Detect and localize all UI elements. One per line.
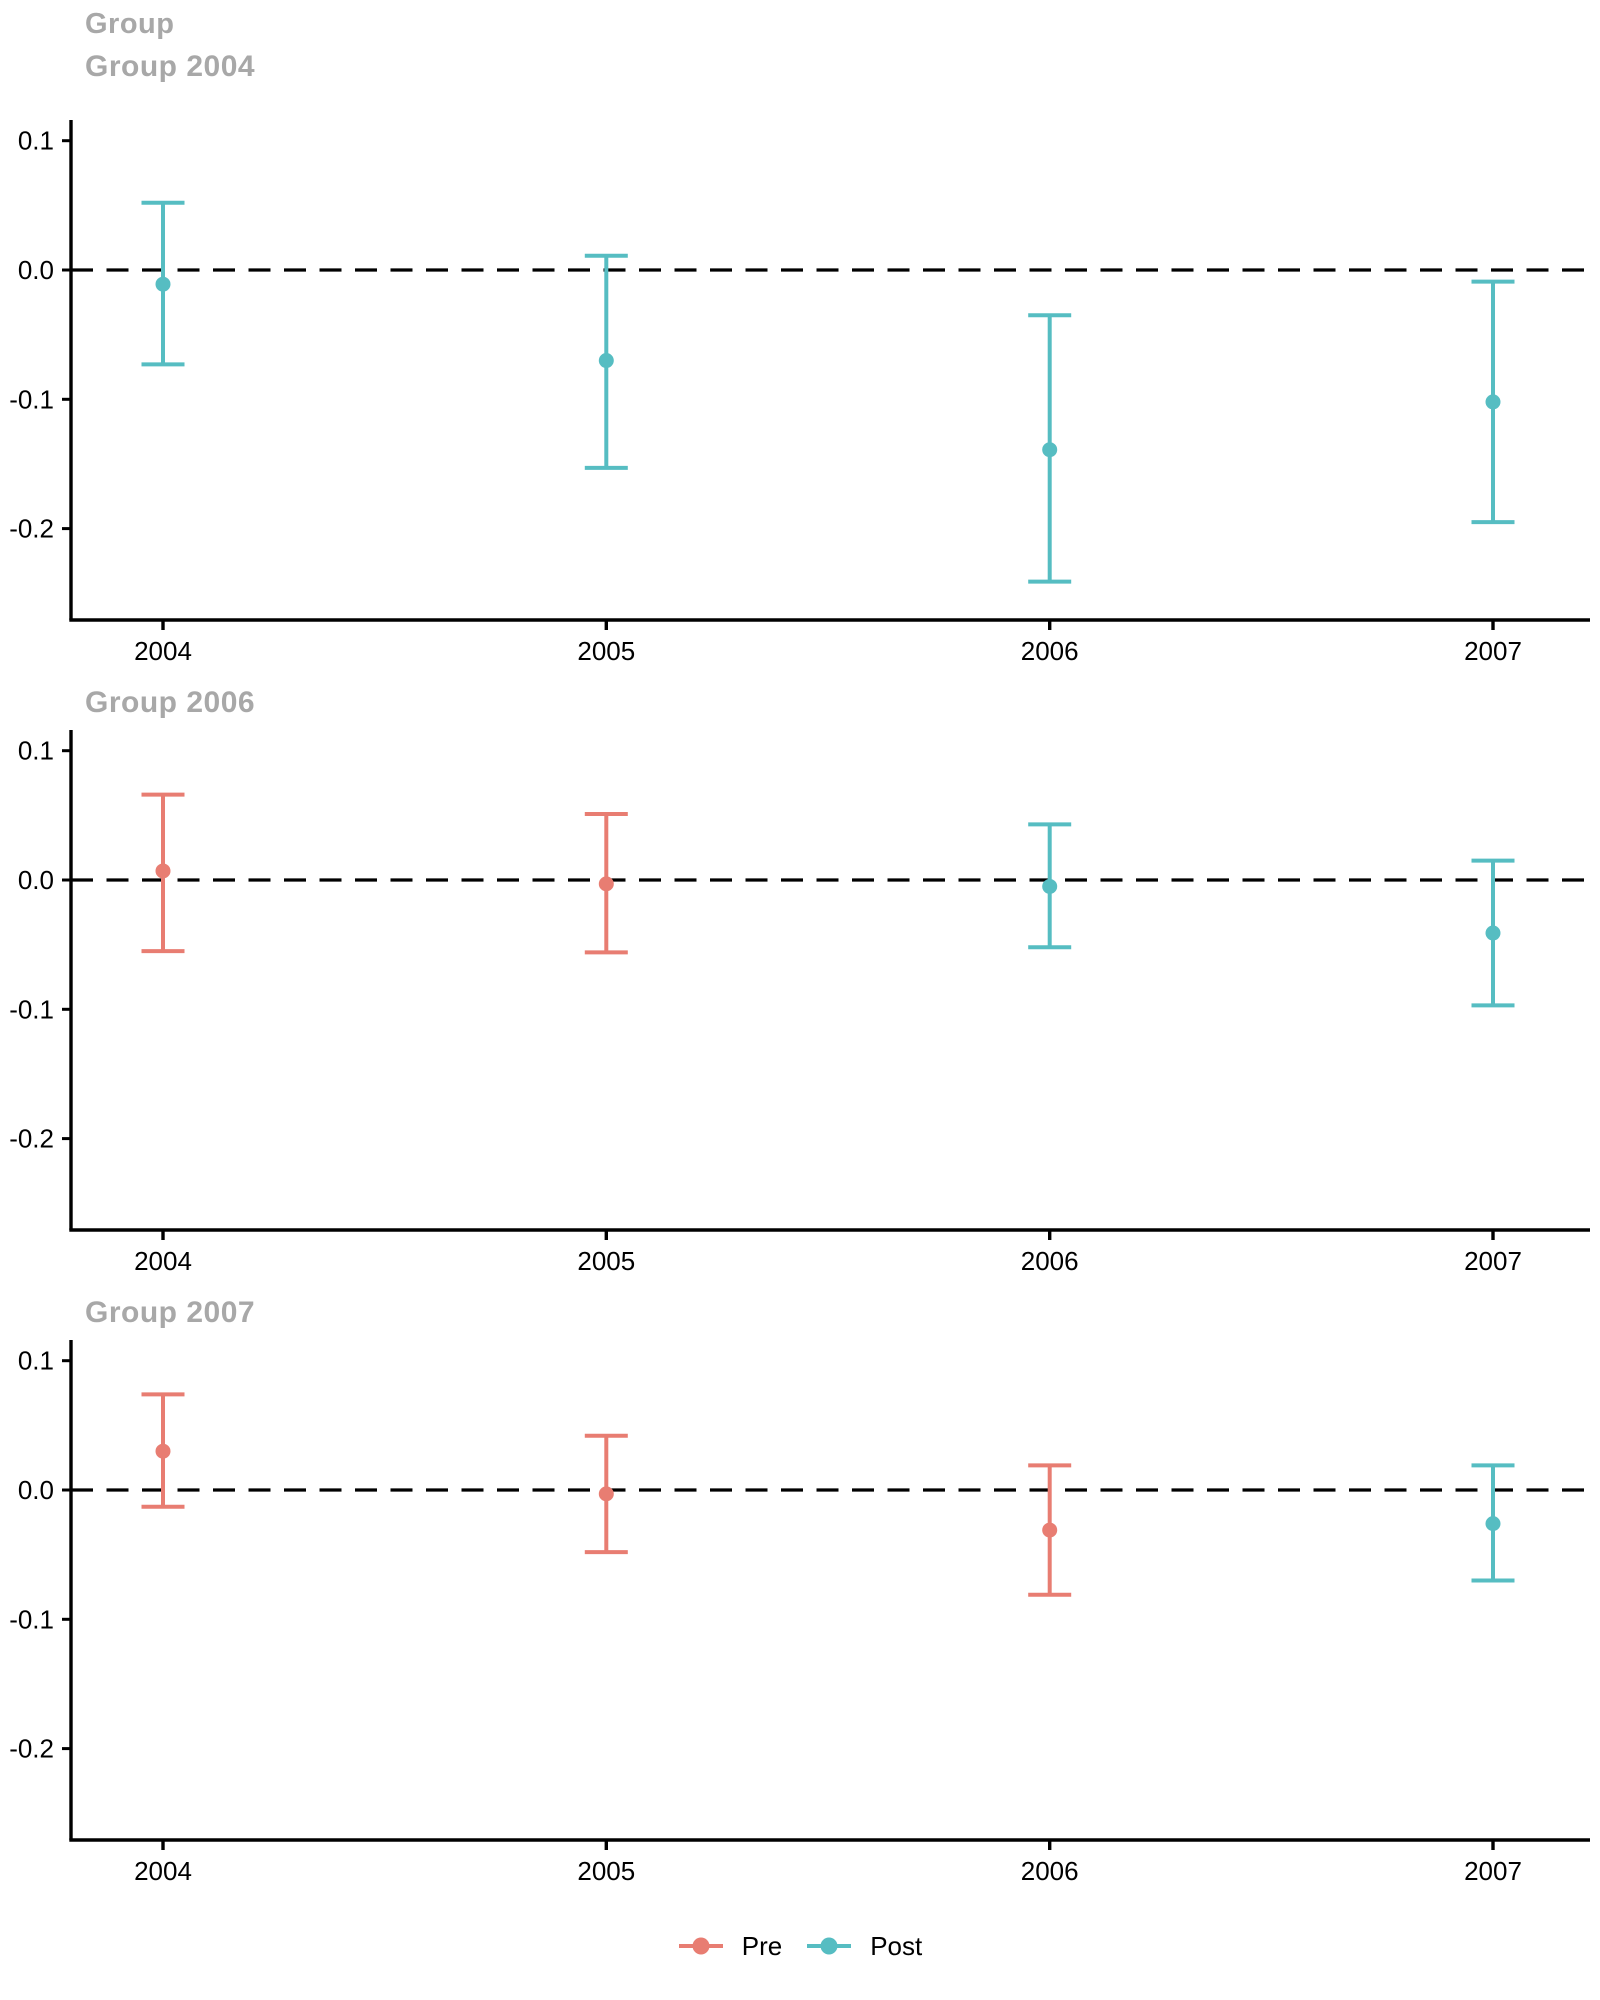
x-tick-label: 2006 — [1021, 1246, 1079, 1276]
x-tick-label: 2005 — [577, 1856, 635, 1886]
y-tick-label: -0.1 — [9, 1604, 54, 1634]
legend-label-post: Post — [870, 1930, 923, 1961]
chart-title: Group — [85, 8, 175, 40]
legend-item-post: Post — [806, 1931, 922, 1962]
x-tick-label: 2004 — [134, 636, 192, 666]
point-estimate — [155, 1443, 171, 1459]
x-tick-label: 2004 — [134, 1856, 192, 1886]
x-tick-label: 2007 — [1464, 636, 1522, 666]
x-tick-label: 2005 — [577, 1246, 635, 1276]
y-tick-label: 0.0 — [18, 255, 54, 285]
point-estimate — [1485, 394, 1501, 410]
x-tick-label: 2006 — [1021, 636, 1079, 666]
post-marker-icon — [807, 1937, 852, 1955]
pre-marker-icon — [678, 1937, 723, 1955]
x-tick-label: 2007 — [1464, 1246, 1522, 1276]
panel-title: Group 2004 — [85, 50, 256, 83]
y-tick-label: 0.1 — [18, 1346, 54, 1376]
point-estimate — [155, 276, 171, 292]
point-estimate — [598, 353, 614, 369]
y-tick-label: -0.1 — [9, 384, 54, 414]
panel-plot: 0.1 0.0 -0.1 -0.2 2004 2005 2006 2007 — [9, 730, 1590, 1276]
y-tick-label: 0.1 — [18, 736, 54, 766]
y-tick-label: 0.0 — [18, 865, 54, 895]
y-tick-label: 0.0 — [18, 1475, 54, 1505]
point-estimate — [1485, 1516, 1501, 1532]
legend-item-pre: Pre — [678, 1931, 782, 1962]
point-estimate — [1485, 925, 1501, 941]
panel-plot: 0.1 0.0 -0.1 -0.2 2004 2005 2006 2007 — [9, 1340, 1590, 1886]
point-estimate — [598, 1486, 614, 1502]
panel-title: Group 2006 — [85, 686, 256, 719]
point-estimate — [598, 876, 614, 892]
panel-title: Group 2007 — [85, 1296, 256, 1329]
point-estimate — [155, 863, 171, 879]
y-tick-label: -0.2 — [9, 1734, 54, 1764]
x-tick-label: 2005 — [577, 636, 635, 666]
y-tick-label: 0.1 — [18, 126, 54, 156]
point-estimate — [1042, 878, 1058, 894]
legend-label-pre: Pre — [741, 1930, 783, 1961]
point-estimate — [1042, 1522, 1058, 1538]
y-tick-label: -0.2 — [9, 1124, 54, 1154]
legend: Pre Post — [0, 1926, 1600, 1966]
x-tick-label: 2004 — [134, 1246, 192, 1276]
y-tick-label: -0.2 — [9, 514, 54, 544]
x-tick-label: 2006 — [1021, 1856, 1079, 1886]
x-tick-label: 2007 — [1464, 1856, 1522, 1886]
panel-plot: 0.1 0.0 -0.1 -0.2 2004 2005 2006 2007 — [9, 120, 1590, 666]
y-tick-label: -0.1 — [9, 994, 54, 1024]
point-estimate — [1042, 442, 1058, 458]
